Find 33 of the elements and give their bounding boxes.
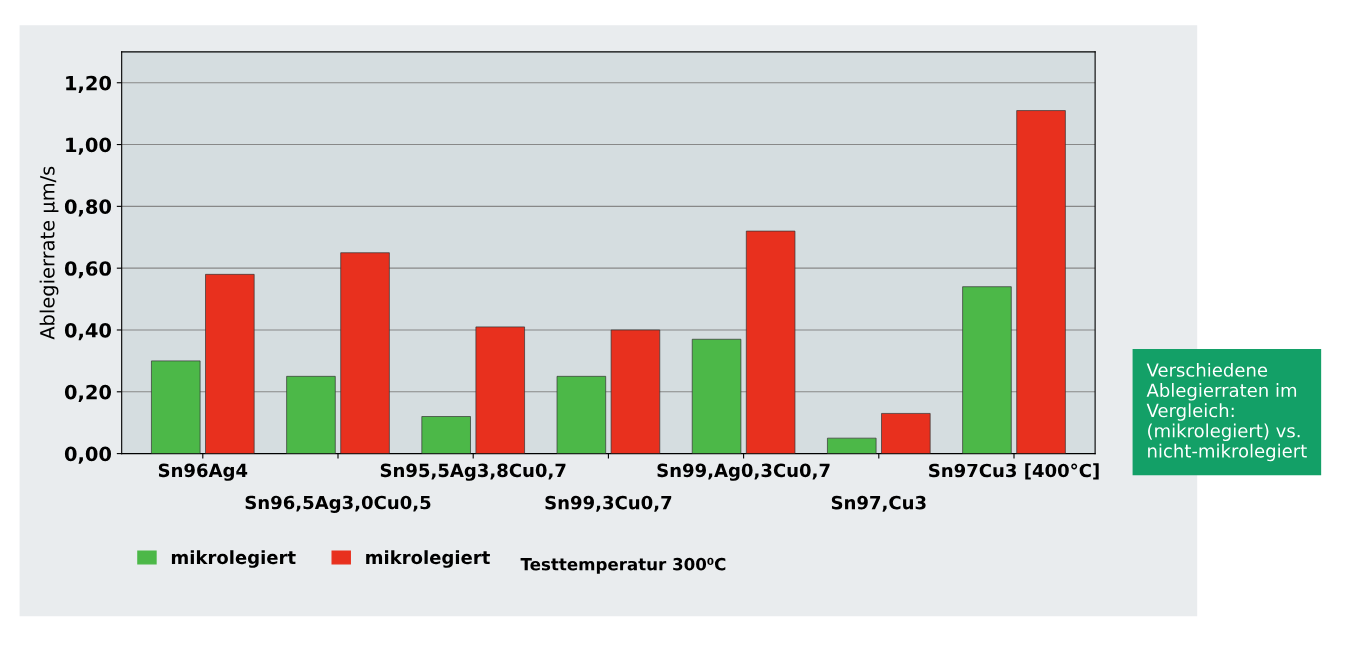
y-tick-label: 1,00 bbox=[66, 137, 112, 155]
text: Testtemperatur 300⁰C bbox=[520, 557, 726, 574]
y-tick-label: 0,20 bbox=[64, 384, 112, 402]
y-axis-title: Ablegierrate µm/s bbox=[39, 166, 59, 340]
bar bbox=[340, 252, 390, 454]
bar bbox=[286, 375, 336, 454]
x-tick-label: Sn99,Ag0,3Cu0,7 bbox=[657, 463, 830, 481]
bar bbox=[556, 375, 607, 454]
y-tick-label: 0,00 bbox=[64, 446, 112, 464]
y-tick-label: 0,40 bbox=[64, 322, 112, 341]
x-tick-label: Sn95,5Ag3,8Cu0,7 bbox=[380, 463, 566, 481]
text: Verschiedene Ablegierraten im Vergleich: (mikrolegiert) vs. nicht-mikrolegiert bbox=[1146, 362, 1307, 462]
bar bbox=[881, 413, 931, 454]
x-tick-label: Sn96,5Ag3,0Cu0,5 bbox=[245, 495, 431, 513]
x-tick-label: Sn96Ag4 bbox=[158, 463, 248, 481]
bar bbox=[421, 416, 471, 454]
x-tick-label: Sn97,Cu3 bbox=[831, 495, 926, 512]
y-tick-label: 0,80 bbox=[64, 199, 112, 217]
bar bbox=[691, 338, 742, 454]
bar bbox=[610, 329, 661, 454]
bar bbox=[151, 360, 201, 454]
bar bbox=[1016, 110, 1066, 454]
legend-label: mikrolegiert bbox=[366, 550, 490, 568]
bar bbox=[475, 326, 525, 454]
bar bbox=[745, 230, 796, 454]
y-tick-label: 1,20 bbox=[66, 75, 112, 93]
x-tick-label: Sn99,3Cu0,7 bbox=[545, 495, 672, 512]
bar bbox=[205, 274, 255, 454]
bar bbox=[962, 286, 1012, 454]
bar bbox=[827, 437, 877, 454]
y-tick-label: 0,60 bbox=[64, 261, 112, 279]
legend-label: mikrolegiert bbox=[171, 550, 296, 568]
x-tick-label: Sn97Cu3 [400°C] bbox=[929, 463, 1099, 480]
